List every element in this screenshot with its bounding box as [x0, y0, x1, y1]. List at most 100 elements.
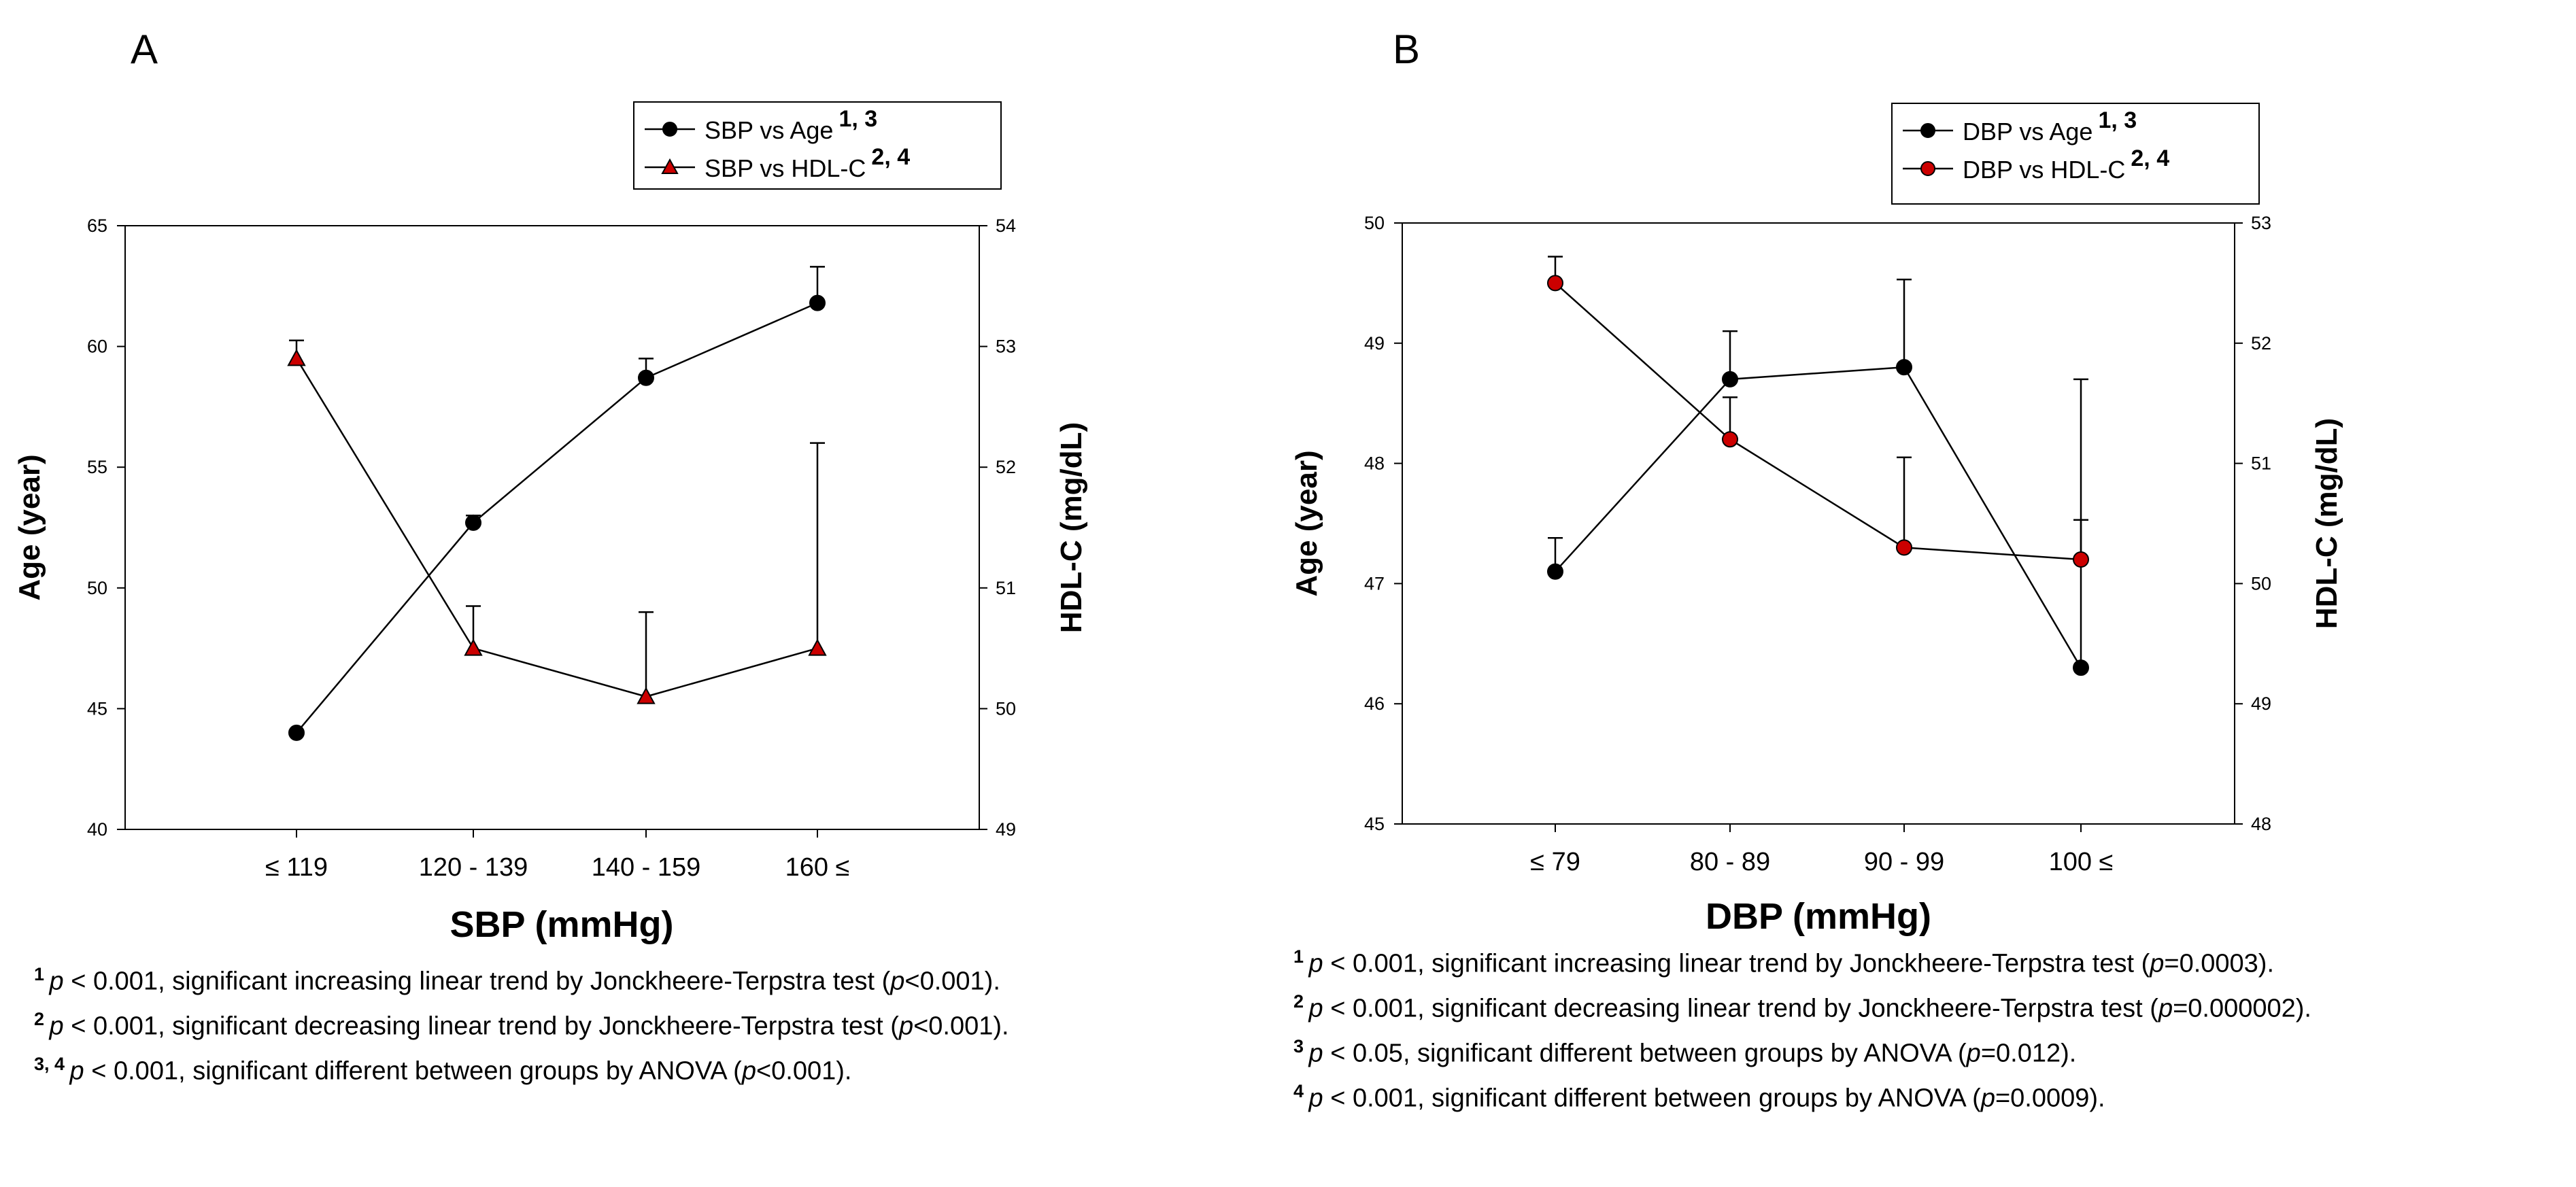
data-point: [638, 369, 654, 386]
footnote-text: < 0.001, significant different between g…: [1323, 1084, 1981, 1113]
footnote-sup: 3, 4: [34, 1054, 70, 1074]
left-tick-label: 40: [87, 819, 107, 840]
series-line: [1555, 282, 2082, 561]
y-axis-label-left: Age (year): [13, 454, 46, 600]
data-point: [287, 349, 306, 366]
footnote-text: < 0.001, significant decreasing linear t…: [1323, 994, 2158, 1023]
footnote-text: =0.0003).: [2164, 949, 2275, 978]
legend-marker: [1920, 123, 1935, 138]
x-axis-label: SBP (mmHg): [450, 904, 673, 945]
series-line: [1555, 366, 2082, 668]
right-tick-label: 49: [2251, 693, 2271, 714]
series-line: [295, 358, 818, 698]
footnote-p: p: [2150, 949, 2165, 978]
footnote-line: 2 p < 0.001, significant decreasing line…: [34, 1009, 1009, 1042]
data-point: [1896, 539, 1912, 556]
left-tick-label: 55: [87, 457, 107, 477]
data-point: [637, 687, 656, 704]
legend-superscript: 2, 4: [2131, 145, 2169, 171]
footnote-p: p: [741, 1056, 756, 1086]
data-point: [1547, 563, 1563, 580]
footnote-line: 3 p < 0.05, significant different betwee…: [1293, 1036, 2076, 1069]
right-tick-label: 54: [996, 216, 1016, 236]
legend-label: SBP vs Age 1, 3: [705, 106, 877, 144]
footnote-p: p: [1308, 1039, 1323, 1068]
footnote-p: p: [1980, 1084, 1995, 1113]
data-point: [1722, 371, 1738, 388]
footnote-p: p: [1966, 1039, 1981, 1068]
footnote-sup: 3: [1293, 1036, 1309, 1056]
legend-marker: [662, 122, 677, 137]
y-axis-label-right: HDL-C (mg/dL): [2310, 418, 2343, 629]
plot-frame: [124, 225, 980, 830]
data-point: [465, 514, 481, 531]
left-tick-label: 45: [87, 698, 107, 719]
legend-superscript: 1, 3: [2098, 107, 2137, 133]
x-tick-label: 80 - 89: [1690, 848, 1770, 876]
left-tick-label: 48: [1364, 453, 1385, 474]
footnote-text: <0.001).: [913, 1012, 1009, 1041]
footnote-text: =0.0009).: [1995, 1084, 2105, 1113]
footnote-line: 2 p < 0.001, significant decreasing line…: [1293, 991, 2311, 1024]
y-axis-label-left: Age (year): [1290, 450, 1323, 596]
left-tick-label: 60: [87, 337, 107, 357]
right-tick-label: 49: [996, 819, 1016, 840]
data-point: [2073, 551, 2089, 568]
legend-box: [633, 101, 1002, 190]
right-tick-label: 53: [2251, 213, 2271, 233]
footnote-p: p: [1308, 994, 1323, 1023]
footnote-text: < 0.001, significant different between g…: [84, 1056, 742, 1086]
x-tick-label: 100 ≤: [2049, 848, 2114, 876]
footnote-text: < 0.05, significant different between gr…: [1323, 1039, 1967, 1068]
right-tick-label: 48: [2251, 814, 2271, 834]
data-point: [464, 638, 483, 656]
chart-b: 45 46 47 48 49 50 48 49 50 51 52 53 ≤ 79 80 - 89 90 - …: [1290, 103, 2343, 937]
data-point: [809, 294, 826, 311]
right-tick-label: 53: [996, 337, 1016, 357]
data-point: [1896, 359, 1912, 376]
footnote-line: 3, 4 p < 0.001, significant different be…: [34, 1054, 851, 1086]
footnote-p: p: [49, 967, 64, 996]
data-point: [808, 638, 827, 656]
footnote-sup: 2: [34, 1009, 50, 1029]
footnote-p: p: [69, 1056, 84, 1086]
legend-box: [1891, 103, 2260, 205]
footnote-p: p: [1308, 1084, 1323, 1113]
x-tick-label: ≤ 119: [265, 853, 328, 882]
legend-superscript: 1, 3: [838, 106, 877, 132]
left-tick-label: 47: [1364, 573, 1385, 594]
left-tick-label: 49: [1364, 333, 1385, 354]
left-tick-label: 50: [1364, 213, 1385, 233]
footnote-line: 1 p < 0.001, significant increasing line…: [34, 964, 1000, 997]
x-axis-label: DBP (mmHg): [1706, 896, 1931, 937]
left-tick-label: 50: [87, 578, 107, 598]
right-tick-label: 51: [996, 578, 1016, 598]
left-tick-label: 65: [87, 216, 107, 236]
data-point: [2073, 659, 2089, 676]
footnote-sup: 4: [1293, 1081, 1309, 1101]
x-tick-label: 160 ≤: [785, 853, 850, 882]
panel-b-letter: B: [1393, 27, 1421, 72]
left-tick-label: 46: [1364, 693, 1385, 714]
footnote-sup: 2: [1293, 991, 1309, 1012]
legend-superscript: 2, 4: [871, 144, 910, 170]
data-point: [288, 724, 305, 741]
x-tick-label: 120 - 139: [419, 853, 528, 882]
right-tick-label: 52: [996, 457, 1016, 477]
footnote-p: p: [49, 1012, 64, 1041]
data-point: [1547, 275, 1563, 292]
panel-a-letter: A: [131, 27, 158, 72]
footnote-text: =0.000002).: [2173, 994, 2311, 1023]
footnote-text: <0.001).: [904, 967, 1000, 996]
footnote-sup: 1: [1293, 946, 1309, 967]
footnote-p: p: [890, 967, 905, 996]
left-tick-label: 45: [1364, 814, 1385, 834]
right-tick-label: 50: [996, 698, 1016, 719]
legend-marker: [661, 158, 679, 174]
data-point: [1722, 431, 1738, 448]
footnote-p: p: [2158, 994, 2173, 1023]
footnote-text: =0.012).: [1980, 1039, 2077, 1068]
footnote-p: p: [898, 1012, 914, 1041]
chart-a: 40 45 50 55 60 65 49 50 51 52 53 54 ≤ 119 120 - 139 14…: [13, 101, 1088, 945]
footnote-line: 4 p < 0.001, significant different betwe…: [1293, 1081, 2105, 1114]
